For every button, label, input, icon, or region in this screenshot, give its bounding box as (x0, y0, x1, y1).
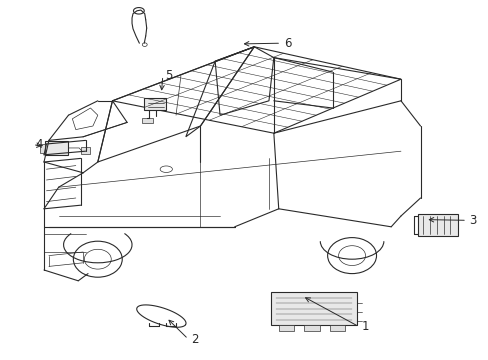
FancyBboxPatch shape (417, 214, 457, 236)
FancyBboxPatch shape (81, 147, 90, 154)
Text: 4: 4 (35, 138, 43, 151)
Text: 2: 2 (190, 333, 198, 346)
Text: 5: 5 (165, 69, 173, 82)
FancyBboxPatch shape (45, 141, 68, 155)
Text: 3: 3 (468, 214, 476, 227)
FancyBboxPatch shape (271, 292, 356, 325)
Bar (304, 325, 319, 331)
Text: 1: 1 (361, 320, 369, 333)
FancyBboxPatch shape (40, 144, 45, 153)
Bar (329, 325, 345, 331)
FancyBboxPatch shape (144, 98, 166, 110)
FancyBboxPatch shape (142, 118, 152, 123)
Text: 6: 6 (283, 37, 291, 50)
Bar (278, 325, 294, 331)
